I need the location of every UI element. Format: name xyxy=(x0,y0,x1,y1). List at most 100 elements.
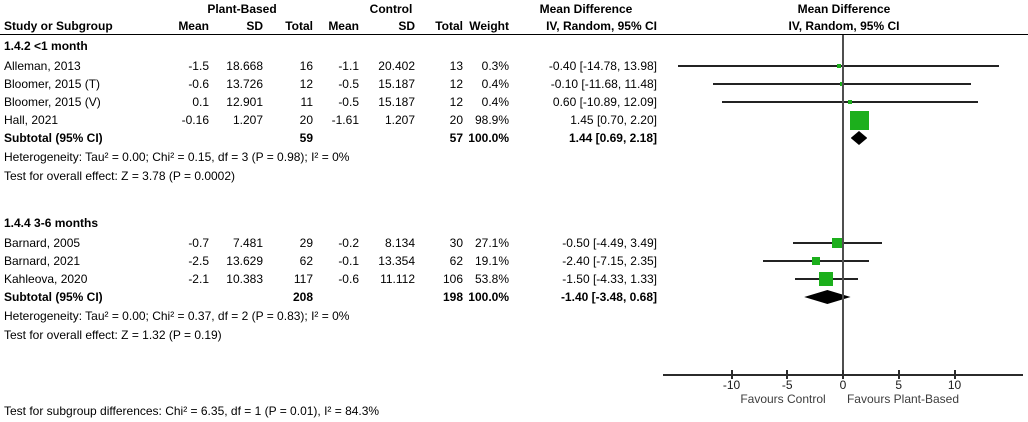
total2-cell: 30 xyxy=(449,236,463,250)
md-ci-cell: 1.44 [0.69, 2.18] xyxy=(568,131,657,145)
effect-square xyxy=(819,272,834,286)
overall-effect-text: Test for overall effect: Z = 3.78 (P = 0… xyxy=(4,168,236,183)
axis-tick xyxy=(786,370,789,379)
heterogeneity-row: Heterogeneity: Tau² = 0.00; Chi² = 0.15,… xyxy=(0,147,1028,166)
weight-cell: 0.3% xyxy=(481,59,509,73)
favours-left-label: Favours Control xyxy=(740,392,826,406)
mean2-cell: -0.2 xyxy=(338,236,359,250)
sd1-cell: 7.481 xyxy=(232,236,263,250)
sd1-cell: 10.383 xyxy=(226,272,263,286)
mean1-cell: -1.5 xyxy=(188,59,209,73)
sd1-cell: 18.668 xyxy=(226,59,263,73)
sd2-cell: 15.187 xyxy=(378,95,415,109)
sd2-cell: 13.354 xyxy=(378,254,415,268)
md-ci-cell: 1.45 [0.70, 2.20] xyxy=(570,113,657,127)
mean1-cell: -2.1 xyxy=(188,272,209,286)
weight-cell: 100.0% xyxy=(468,290,509,304)
total1-cell: 117 xyxy=(293,272,313,286)
col-header-total-group1: Total xyxy=(285,18,313,33)
sd1-cell: 1.207 xyxy=(232,113,263,127)
table-body: 1.4.2 <1 month Alleman, 2013 -1.5 18.668 16 -… xyxy=(0,35,1028,344)
col-header-total-group2: Total xyxy=(435,18,463,33)
subgroup-heading: 1.4.2 <1 month xyxy=(4,39,88,53)
total1-cell: 20 xyxy=(299,113,313,127)
total1-cell: 16 xyxy=(299,59,313,73)
study-row: Bloomer, 2015 (T) -0.6 13.726 12 -0.5 15.187 1… xyxy=(0,75,1028,93)
col-header-mean-group1: Mean xyxy=(178,18,209,33)
study-row: Kahleova, 2020 -2.1 10.383 117 -0.6 11.112 106… xyxy=(0,270,1028,288)
subgroup-heading-row: 1.4.2 <1 month xyxy=(0,35,1028,57)
axis-tick-label: -5 xyxy=(781,378,793,392)
axis-tick xyxy=(842,370,844,379)
effect-square xyxy=(836,64,841,68)
axis-tick-label: 10 xyxy=(947,378,962,392)
study-name: Barnard, 2021 xyxy=(4,254,81,268)
mean1-cell: -0.16 xyxy=(181,113,209,127)
md-ci-cell: -0.40 [-14.78, 13.98] xyxy=(548,59,657,73)
study-row: Hall, 2021 -0.16 1.207 20 -1.61 1.207 20 98.9% 1… xyxy=(0,110,1028,130)
study-row: Barnard, 2005 -0.7 7.481 29 -0.2 8.134 30 27.1%… xyxy=(0,234,1028,252)
total2-cell: 62 xyxy=(449,254,463,268)
plot-cell xyxy=(660,234,1028,252)
mean2-cell: -0.5 xyxy=(338,95,359,109)
mean1-cell: -0.7 xyxy=(188,236,209,250)
plot-cell xyxy=(660,252,1028,270)
total2-cell: 20 xyxy=(449,113,463,127)
plot-cell xyxy=(660,270,1028,288)
sd2-cell: 8.134 xyxy=(384,236,415,250)
total2-cell: 12 xyxy=(449,95,463,109)
study-name: Hall, 2021 xyxy=(4,113,59,127)
effect-square xyxy=(849,110,869,130)
study-row: Alleman, 2013 -1.5 18.668 16 -1.1 20.402 13 0.3… xyxy=(0,57,1028,75)
sd1-cell: 13.629 xyxy=(226,254,263,268)
weight-cell: 19.1% xyxy=(474,254,509,268)
mean2-cell: -1.1 xyxy=(338,59,359,73)
col-header-method-plot-column: IV, Random, 95% CI xyxy=(788,18,900,33)
group1-header: Plant-Based xyxy=(207,1,277,16)
study-row: Bloomer, 2015 (V) 0.1 12.901 11 -0.5 15.187 12… xyxy=(0,93,1028,111)
axis-tick xyxy=(730,370,733,379)
total2-cell: 13 xyxy=(449,59,463,73)
total1-cell: 29 xyxy=(299,236,313,250)
md-ci-cell: -1.40 [-3.48, 0.68] xyxy=(560,290,657,304)
effect-header-plot-column: Mean Difference xyxy=(797,1,891,16)
col-header-sd-group1: SD xyxy=(246,18,263,33)
effect-header-text-column: Mean Difference xyxy=(539,1,633,16)
header-row-groups: Plant-Based Control Mean Difference Mean… xyxy=(0,0,1028,17)
col-header-method-text-column: IV, Random, 95% CI xyxy=(546,18,657,33)
weight-cell: 98.9% xyxy=(474,113,509,127)
overall-effect-text: Test for overall effect: Z = 1.32 (P = 0… xyxy=(4,327,222,342)
plot-cell xyxy=(660,75,1028,93)
axis-tick-label: -10 xyxy=(722,378,741,392)
weight-cell: 100.0% xyxy=(468,131,509,145)
subtotal-row: Subtotal (95% CI) 59 57 100.0% 1.44 [0.69, 2… xyxy=(0,129,1028,147)
header-row-columns: Study or Subgroup Mean SD Total Mean SD … xyxy=(0,17,1028,35)
md-ci-cell: -0.10 [-11.68, 11.48] xyxy=(550,77,657,91)
weight-cell: 0.4% xyxy=(481,77,509,91)
total1-cell: 62 xyxy=(299,254,313,268)
overall-effect-row: Test for overall effect: Z = 3.78 (P = 0… xyxy=(0,166,1028,185)
col-header-sd-group2: SD xyxy=(398,18,415,33)
axis-tick-label: 5 xyxy=(895,378,903,392)
plot-cell xyxy=(660,110,1028,130)
subtotal-row: Subtotal (95% CI) 208 198 100.0% -1.40 [-3.4… xyxy=(0,288,1028,306)
md-ci-cell: -1.50 [-4.33, 1.33] xyxy=(562,272,657,286)
study-row: Barnard, 2021 -2.5 13.629 62 -0.1 13.354 62 19.… xyxy=(0,252,1028,270)
sd1-cell: 13.726 xyxy=(226,77,263,91)
study-name: Kahleova, 2020 xyxy=(4,272,88,286)
heterogeneity-row: Heterogeneity: Tau² = 0.00; Chi² = 0.37,… xyxy=(0,306,1028,325)
mean2-cell: -0.1 xyxy=(338,254,359,268)
plot-cell xyxy=(660,93,1028,111)
mean1-cell: -0.6 xyxy=(188,77,209,91)
heterogeneity-text: Heterogeneity: Tau² = 0.00; Chi² = 0.37,… xyxy=(4,308,350,323)
subgroup-heading: 1.4.4 3-6 months xyxy=(4,216,99,230)
effect-square xyxy=(839,82,844,86)
md-ci-cell: 0.60 [-10.89, 12.09] xyxy=(552,95,657,109)
spacer-row xyxy=(0,185,1028,212)
subtotal-diamond xyxy=(804,290,851,304)
plot-cell xyxy=(660,129,1028,147)
total1-cell: 11 xyxy=(300,95,313,109)
col-header-study: Study or Subgroup xyxy=(4,18,113,33)
mean1-cell: -2.5 xyxy=(188,254,209,268)
weight-cell: 27.1% xyxy=(474,236,509,250)
